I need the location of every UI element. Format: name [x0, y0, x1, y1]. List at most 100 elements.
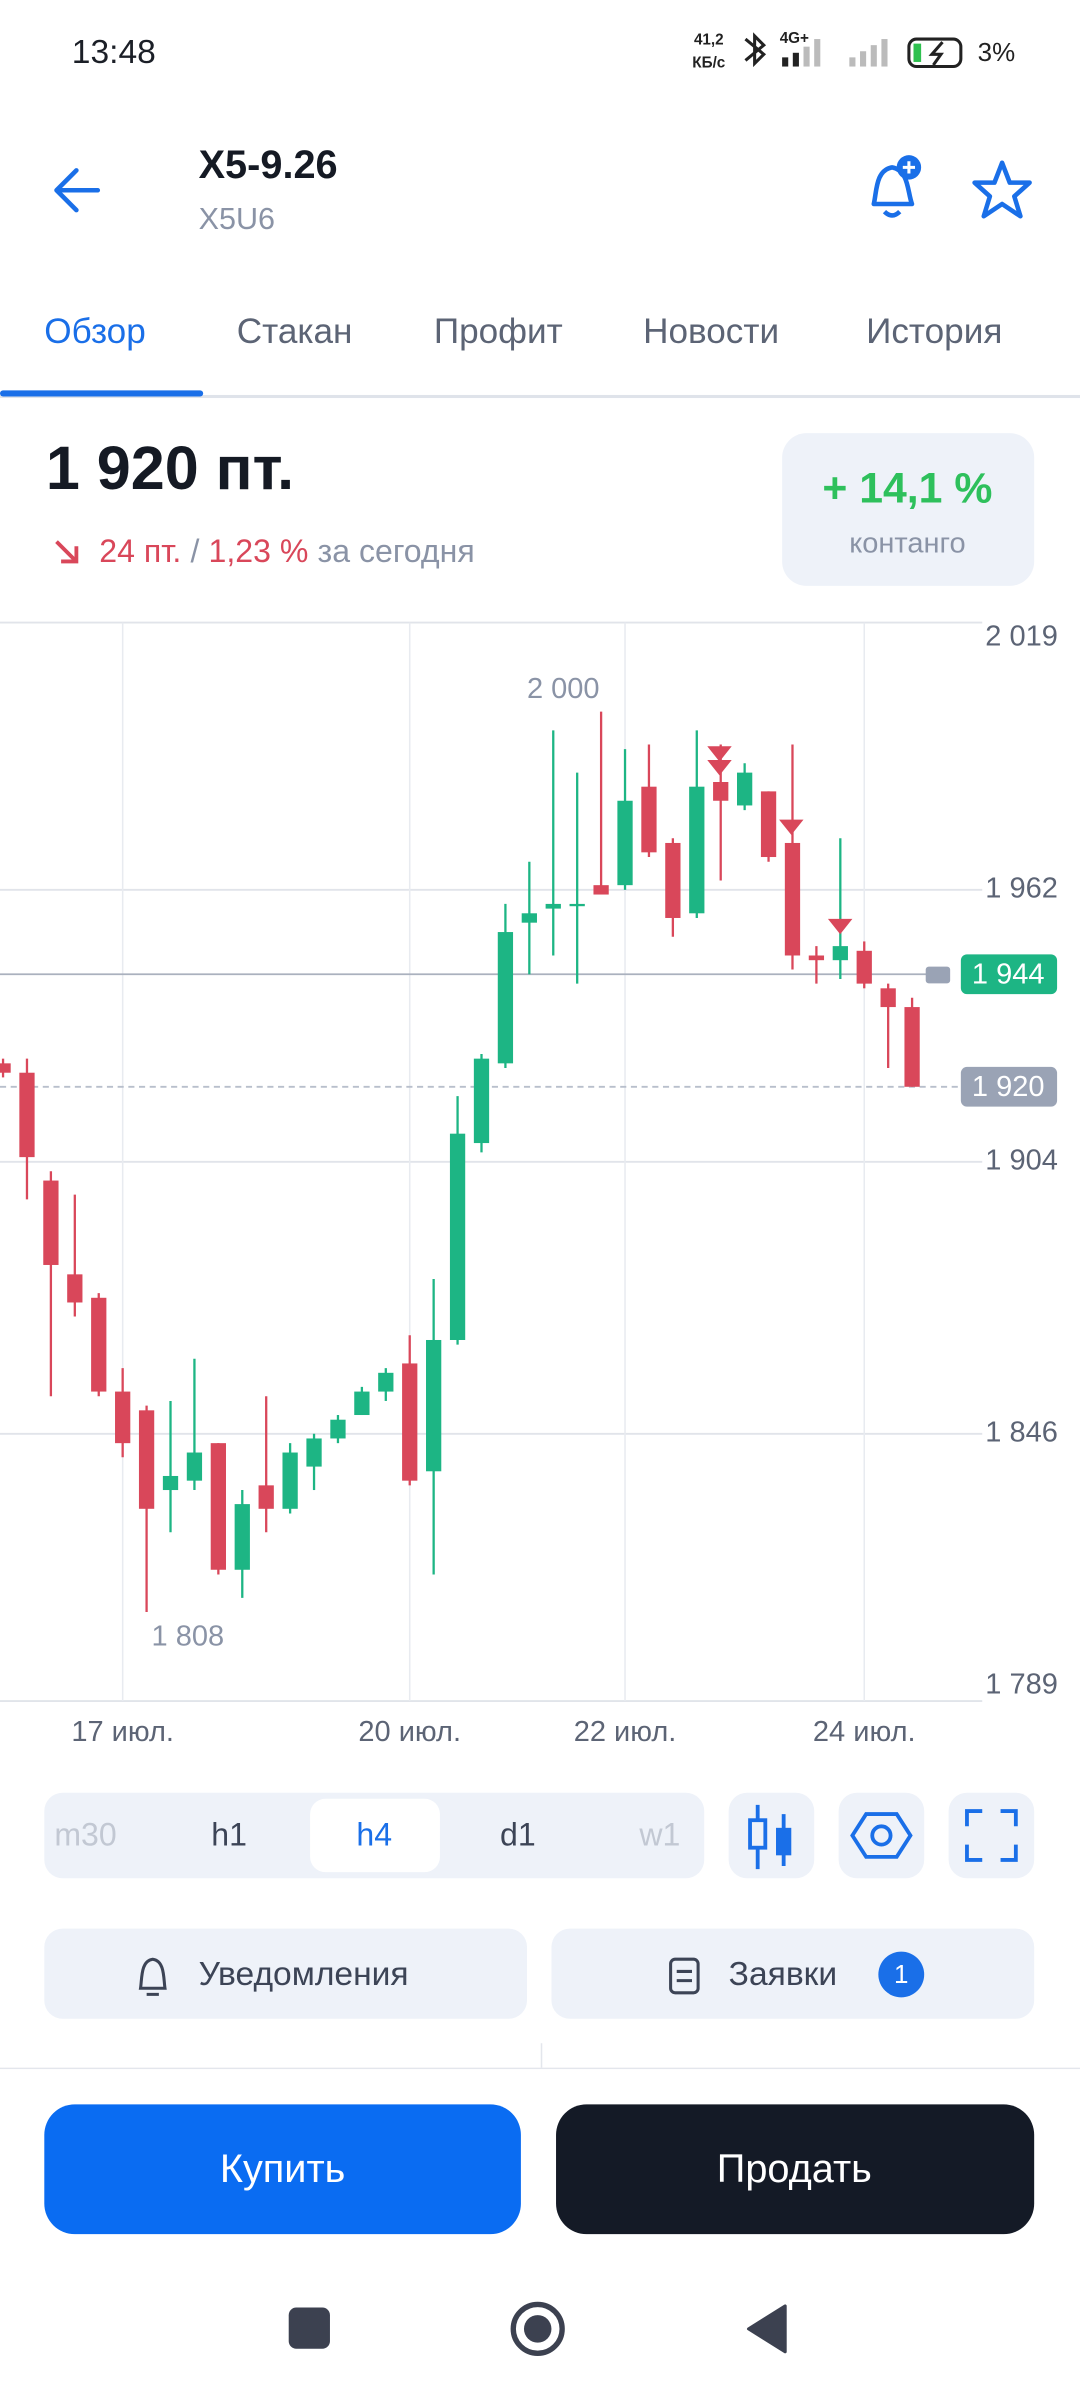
high-label: 2 000: [527, 673, 600, 705]
candle-body: [67, 1274, 83, 1303]
candle-body: [115, 1391, 131, 1444]
candle-body: [880, 988, 896, 1008]
candle-body: [330, 1419, 346, 1439]
candle-body: [497, 932, 514, 1064]
candle-body: [138, 1410, 155, 1509]
signal-markers: [707, 746, 853, 935]
timeframe[interactable]: h1: [211, 1816, 247, 1852]
timeframe-selected: [310, 1798, 440, 1873]
orders-label: Заявки: [729, 1956, 837, 1993]
candle-body: [904, 1007, 920, 1087]
last-price: 1 920 пт.: [46, 434, 294, 502]
candle-body: [19, 1072, 35, 1158]
candle-body: [736, 772, 753, 806]
clock: 13:48: [72, 34, 156, 71]
timeframe[interactable]: d1: [500, 1816, 536, 1852]
orders-badge: [878, 1951, 925, 1998]
tab[interactable]: Профит: [434, 312, 563, 351]
separator: /: [190, 533, 199, 569]
bluetooth-icon: [744, 32, 767, 68]
favorite-button[interactable]: [972, 160, 1032, 219]
contango-box: [782, 433, 1035, 586]
position-icon: [925, 966, 951, 984]
orders-count: 1: [894, 1959, 908, 1989]
candle-body: [0, 1063, 11, 1073]
battery-icon: [907, 37, 963, 69]
alerts-button[interactable]: Уведомления: [44, 1928, 528, 2019]
candle-body: [521, 913, 537, 923]
candle-body: [641, 786, 657, 853]
candle-body: [426, 1339, 442, 1472]
down-arrow-icon: [55, 540, 79, 564]
tab-divider: [0, 394, 1080, 399]
tab[interactable]: Обзор: [44, 312, 145, 351]
home-button[interactable]: [510, 2301, 565, 2356]
candle-body: [449, 1133, 466, 1340]
alert-bell-button[interactable]: [871, 155, 922, 218]
candle-body: [617, 800, 633, 886]
tab[interactable]: История: [866, 312, 1002, 351]
chart-type-button[interactable]: [728, 1792, 815, 1879]
x-tick-label: 20 июл.: [358, 1716, 461, 1748]
candle-body: [354, 1391, 370, 1416]
candle-body: [569, 903, 585, 907]
candle-body: [665, 842, 681, 918]
price-badge-label: 1 944: [972, 958, 1045, 990]
sell-button[interactable]: Продать: [556, 2104, 1035, 2235]
battery-level: 3%: [978, 37, 1016, 67]
y-tick-label: 2 019: [985, 621, 1058, 653]
tab[interactable]: Новости: [643, 312, 779, 351]
price-badge: [960, 954, 1058, 995]
candle-body: [545, 903, 561, 909]
net-type: 4G+: [780, 30, 809, 47]
recents-button[interactable]: [288, 2307, 330, 2349]
net-speed: 41,2: [694, 32, 724, 49]
price-badge: [960, 1066, 1058, 1107]
alerts-label: Уведомления: [199, 1956, 409, 1993]
contango-value: + 14,1 %: [822, 464, 992, 512]
back-nav-button[interactable]: [746, 2304, 787, 2354]
net-unit: КБ/с: [692, 55, 726, 72]
candle-body: [402, 1363, 418, 1481]
candle-body: [306, 1438, 322, 1467]
y-tick-label: 1 789: [985, 1668, 1058, 1700]
candle-body: [162, 1475, 179, 1491]
change-period: за сегодня: [318, 533, 475, 569]
orders-button[interactable]: Заявки 1: [551, 1928, 1035, 2019]
timeframe[interactable]: w1: [638, 1816, 680, 1852]
y-tick-label: 1 904: [985, 1144, 1058, 1176]
timeframe[interactable]: h4: [356, 1816, 392, 1852]
candle-body: [856, 950, 872, 984]
y-tick-label: 1 962: [985, 873, 1058, 905]
candle-body: [210, 1443, 226, 1570]
candle-body: [234, 1504, 250, 1570]
tab-indicator: [0, 390, 204, 397]
contango-label: контанго: [849, 527, 965, 559]
change-percent: 1,23 %: [209, 533, 309, 569]
x-tick-label: 22 июл.: [574, 1716, 677, 1748]
x-tick-label: 24 июл.: [813, 1716, 916, 1748]
divider: [540, 2043, 543, 2068]
back-button[interactable]: [54, 168, 101, 213]
candle-body: [593, 885, 609, 895]
buy-button[interactable]: Купить: [44, 2104, 521, 2235]
instrument-ticker: X5U6: [199, 202, 275, 236]
candle-body: [473, 1058, 490, 1144]
candle-body: [91, 1297, 107, 1392]
sell-label: Продать: [717, 2147, 872, 2191]
price-chart: 1 789 1 846 1 904 1 962 2 019 17 июл. 20 июл. 2…: [0, 621, 1058, 1748]
buy-label: Купить: [220, 2147, 346, 2191]
indicators-button[interactable]: [838, 1792, 925, 1879]
fullscreen-button[interactable]: [948, 1792, 1035, 1879]
divider: [0, 2067, 1080, 2070]
tab[interactable]: Стакан: [237, 312, 353, 351]
candle-body: [713, 782, 729, 801]
candle-body: [378, 1372, 394, 1392]
candle-body: [784, 842, 801, 956]
timeframe[interactable]: m30: [54, 1816, 116, 1852]
candle-body: [282, 1452, 298, 1509]
candle-body: [186, 1452, 203, 1481]
